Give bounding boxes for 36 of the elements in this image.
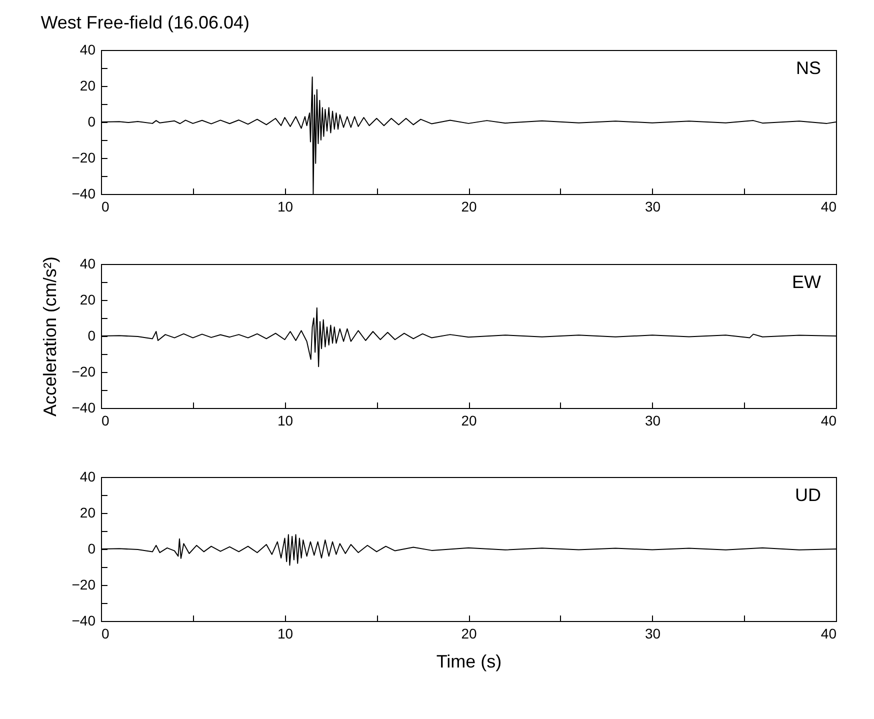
- x-tick-label: 20: [461, 198, 477, 214]
- x-tick-label: 20: [461, 626, 477, 642]
- x-tick-label: 10: [277, 412, 294, 428]
- x-tick-label: 30: [644, 626, 661, 642]
- y-tick-label: −40: [72, 400, 96, 416]
- y-tick-label: 0: [88, 328, 96, 344]
- x-tick-label: 0: [102, 412, 110, 428]
- y-tick-label: −40: [72, 612, 96, 628]
- chart-title: West Free-field (16.06.04): [40, 12, 250, 32]
- y-tick-label: 0: [88, 114, 96, 130]
- x-tick-label: 0: [102, 198, 110, 214]
- y-tick-label: −20: [72, 150, 96, 166]
- y-tick-label: 20: [80, 504, 96, 520]
- y-tick-label: −20: [72, 364, 96, 380]
- x-tick-label: 10: [277, 626, 294, 642]
- x-tick-label: 40: [820, 412, 837, 428]
- y-tick-label: 0: [88, 540, 96, 556]
- x-tick-label: 40: [820, 198, 837, 214]
- x-tick-label: 40: [820, 626, 837, 642]
- y-tick-label: 40: [80, 468, 96, 484]
- x-tick-label: 20: [461, 412, 477, 428]
- y-axis-title: Acceleration (cm/s²): [40, 256, 60, 417]
- y-tick-label: 20: [80, 292, 96, 308]
- x-tick-label: 30: [644, 198, 661, 214]
- y-tick-label: 20: [80, 78, 96, 94]
- text: EW: [792, 272, 822, 292]
- y-tick-label: 40: [80, 256, 96, 272]
- y-tick-label: −20: [72, 576, 96, 592]
- y-tick-label: −40: [72, 186, 96, 202]
- x-tick-label: 10: [277, 198, 294, 214]
- x-tick-label: 30: [644, 412, 661, 428]
- x-tick-label: 0: [102, 626, 110, 642]
- x-axis-title: Time (s): [436, 652, 502, 672]
- text: NS: [796, 58, 821, 78]
- y-tick-label: 40: [80, 42, 96, 58]
- text: UD: [795, 485, 821, 505]
